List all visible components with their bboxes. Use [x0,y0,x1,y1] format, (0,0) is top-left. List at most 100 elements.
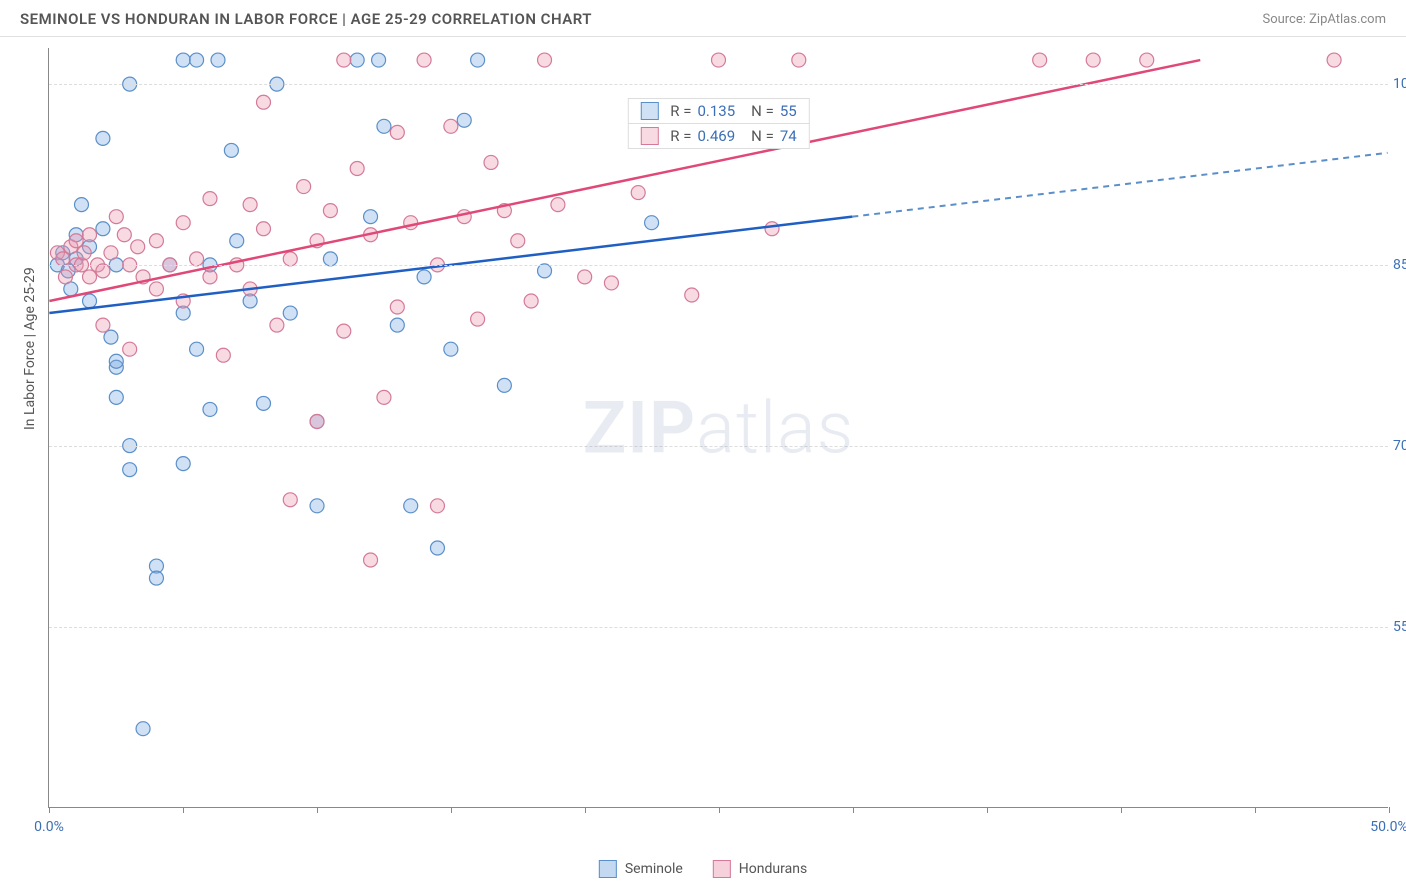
scatter-point [283,306,297,320]
header: SEMINOLE VS HONDURAN IN LABOR FORCE | AG… [0,0,1406,37]
scatter-point [203,402,217,416]
scatter-point [712,53,726,67]
scatter-point [685,288,699,302]
scatter-point [230,234,244,248]
x-tick-label: 0.0% [34,819,64,835]
stats-swatch [640,102,658,120]
scatter-point [149,234,163,248]
legend-label: Seminole [625,861,683,877]
scatter-point [176,457,190,471]
regression-line-extrapolated [852,153,1387,217]
scatter-point [69,234,83,248]
scatter-point [390,300,404,314]
scatter-point [337,53,351,67]
scatter-point [1033,53,1047,67]
scatter-point [190,53,204,67]
scatter-point [190,252,204,266]
chart-plot-area: ZIPatlas R =0.135N =55R =0.469N =74 55.0… [48,48,1388,808]
scatter-point [310,414,324,428]
scatter-point [323,204,337,218]
gridline [49,627,1388,628]
x-tick [183,807,184,813]
scatter-point [216,348,230,362]
scatter-point [104,330,118,344]
gridline [49,446,1388,447]
scatter-point [377,390,391,404]
scatter-point [484,155,498,169]
stats-row: R =0.135N =55 [627,98,809,124]
scatter-point [131,240,145,254]
scatter-point [337,324,351,338]
x-tick [317,807,318,813]
stats-row: R =0.469N =74 [627,123,809,149]
legend-swatch [713,860,731,878]
scatter-point [457,113,471,127]
legend-swatch [599,860,617,878]
scatter-point [350,53,364,67]
scatter-point [390,318,404,332]
scatter-point [190,342,204,356]
scatter-point [123,463,137,477]
gridline [49,265,1388,266]
scatter-point [430,499,444,513]
stats-r-label: R = [670,127,691,145]
scatter-point [270,318,284,332]
x-tick [987,807,988,813]
scatter-point [243,198,257,212]
scatter-point [497,378,511,392]
scatter-point [578,270,592,284]
scatter-point [792,53,806,67]
scatter-point [149,571,163,585]
scatter-point [83,228,97,242]
x-tick [1389,807,1390,813]
y-tick-label: 70.0% [1393,438,1406,454]
stats-swatch [640,127,658,145]
stats-r-value: 0.469 [697,127,735,145]
scatter-point [524,294,538,308]
scatter-point [75,198,89,212]
scatter-point [56,252,70,266]
scatter-point [109,390,123,404]
x-tick [585,807,586,813]
scatter-point [444,119,458,133]
scatter-point [390,125,404,139]
scatter-point [364,553,378,567]
scatter-point [377,119,391,133]
scatter-point [372,53,386,67]
scatter-point [444,342,458,356]
scatter-point [551,198,565,212]
scatter-point [538,53,552,67]
stats-n-value: 74 [780,127,797,145]
scatter-point [203,270,217,284]
legend-label: Hondurans [739,861,807,877]
x-tick [49,807,50,813]
scatter-point [96,131,110,145]
scatter-point [631,186,645,200]
scatter-point [96,222,110,236]
scatter-point [136,722,150,736]
gridline [49,84,1388,85]
scatter-point [211,53,225,67]
scatter-point [109,354,123,368]
stats-r-value: 0.135 [697,102,735,120]
scatter-point [104,246,118,260]
legend-item: Seminole [599,860,683,878]
legend-item: Hondurans [713,860,807,878]
scatter-point [96,318,110,332]
scatter-point [297,180,311,194]
y-axis-title: In Labor Force | Age 25-29 [22,267,38,430]
y-tick-label: 55.0% [1393,619,1406,635]
y-tick-label: 85.0% [1393,257,1406,273]
stats-n-value: 55 [780,102,797,120]
scatter-point [417,53,431,67]
scatter-point [176,216,190,230]
scatter-point [83,294,97,308]
scatter-point [58,270,72,284]
scatter-point [257,222,271,236]
scatter-point [283,493,297,507]
scatter-point [283,252,297,266]
scatter-point [83,270,97,284]
scatter-point [457,210,471,224]
scatter-point [323,252,337,266]
x-tick [1255,807,1256,813]
